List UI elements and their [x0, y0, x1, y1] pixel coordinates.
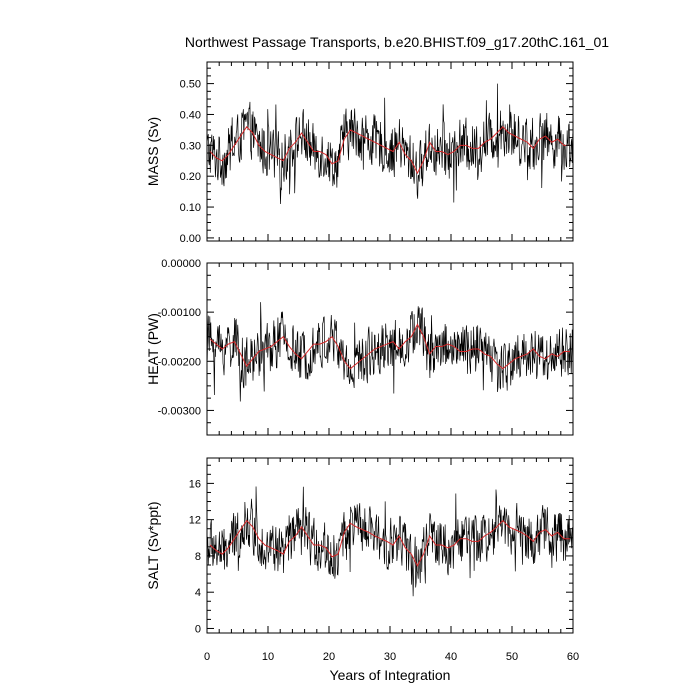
salt-ytick-label: 16 [189, 478, 201, 490]
chart-title: Northwest Passage Transports, b.e20.BHIS… [185, 34, 609, 50]
salt-ytick-label: 12 [189, 515, 201, 527]
x-tick-label: 10 [262, 651, 274, 663]
heat-monthly-series [207, 302, 573, 402]
x-tick-label: 20 [323, 651, 335, 663]
mass-ytick-label: 0.30 [180, 140, 201, 152]
mass-monthly-series [207, 83, 573, 205]
heat-ytick-label: -0.00100 [158, 307, 201, 319]
mass-ytick-label: 0.10 [180, 202, 201, 214]
heat-ytick-label: 0.00000 [161, 258, 201, 270]
x-tick-label: 50 [506, 651, 518, 663]
x-tick-label: 40 [445, 651, 457, 663]
salt-monthly-series [207, 486, 573, 597]
heat-y-axis-label: HEAT (PW) [145, 313, 161, 385]
salt-y-axis-label: SALT (Sv*ppt) [145, 501, 161, 589]
salt-panel: 0 4 8 12 16 SALT (Sv*ppt) [145, 457, 574, 635]
x-tick-label: 30 [384, 651, 396, 663]
salt-ytick-label: 4 [195, 587, 201, 599]
mass-ytick-label: 0.40 [180, 109, 201, 121]
mass-ytick-label: 0.50 [180, 79, 201, 91]
mass-ytick-label: 0.00 [180, 233, 201, 245]
heat-panel: 0.00000 -0.00100 -0.00200 -0.00300 HEAT (PW) [145, 258, 574, 436]
heat-annual-series [209, 323, 570, 370]
x-axis-label: Years of Integration [330, 667, 451, 683]
mass-panel: 0.00 0.10 0.20 0.30 0.40 0.50 MASS (Sv) [145, 61, 574, 245]
salt-ytick-label: 8 [195, 551, 201, 563]
heat-ytick-label: -0.00300 [158, 405, 201, 417]
x-tick-label: 0 [204, 651, 210, 663]
mass-annual-series [209, 126, 570, 175]
salt-annual-series [209, 519, 570, 567]
mass-ytick-label: 0.20 [180, 171, 201, 183]
heat-ytick-label: -0.00200 [158, 356, 201, 368]
x-tick-label: 60 [567, 651, 579, 663]
salt-ytick-label: 0 [195, 623, 201, 635]
mass-y-axis-label: MASS (Sv) [145, 117, 161, 186]
